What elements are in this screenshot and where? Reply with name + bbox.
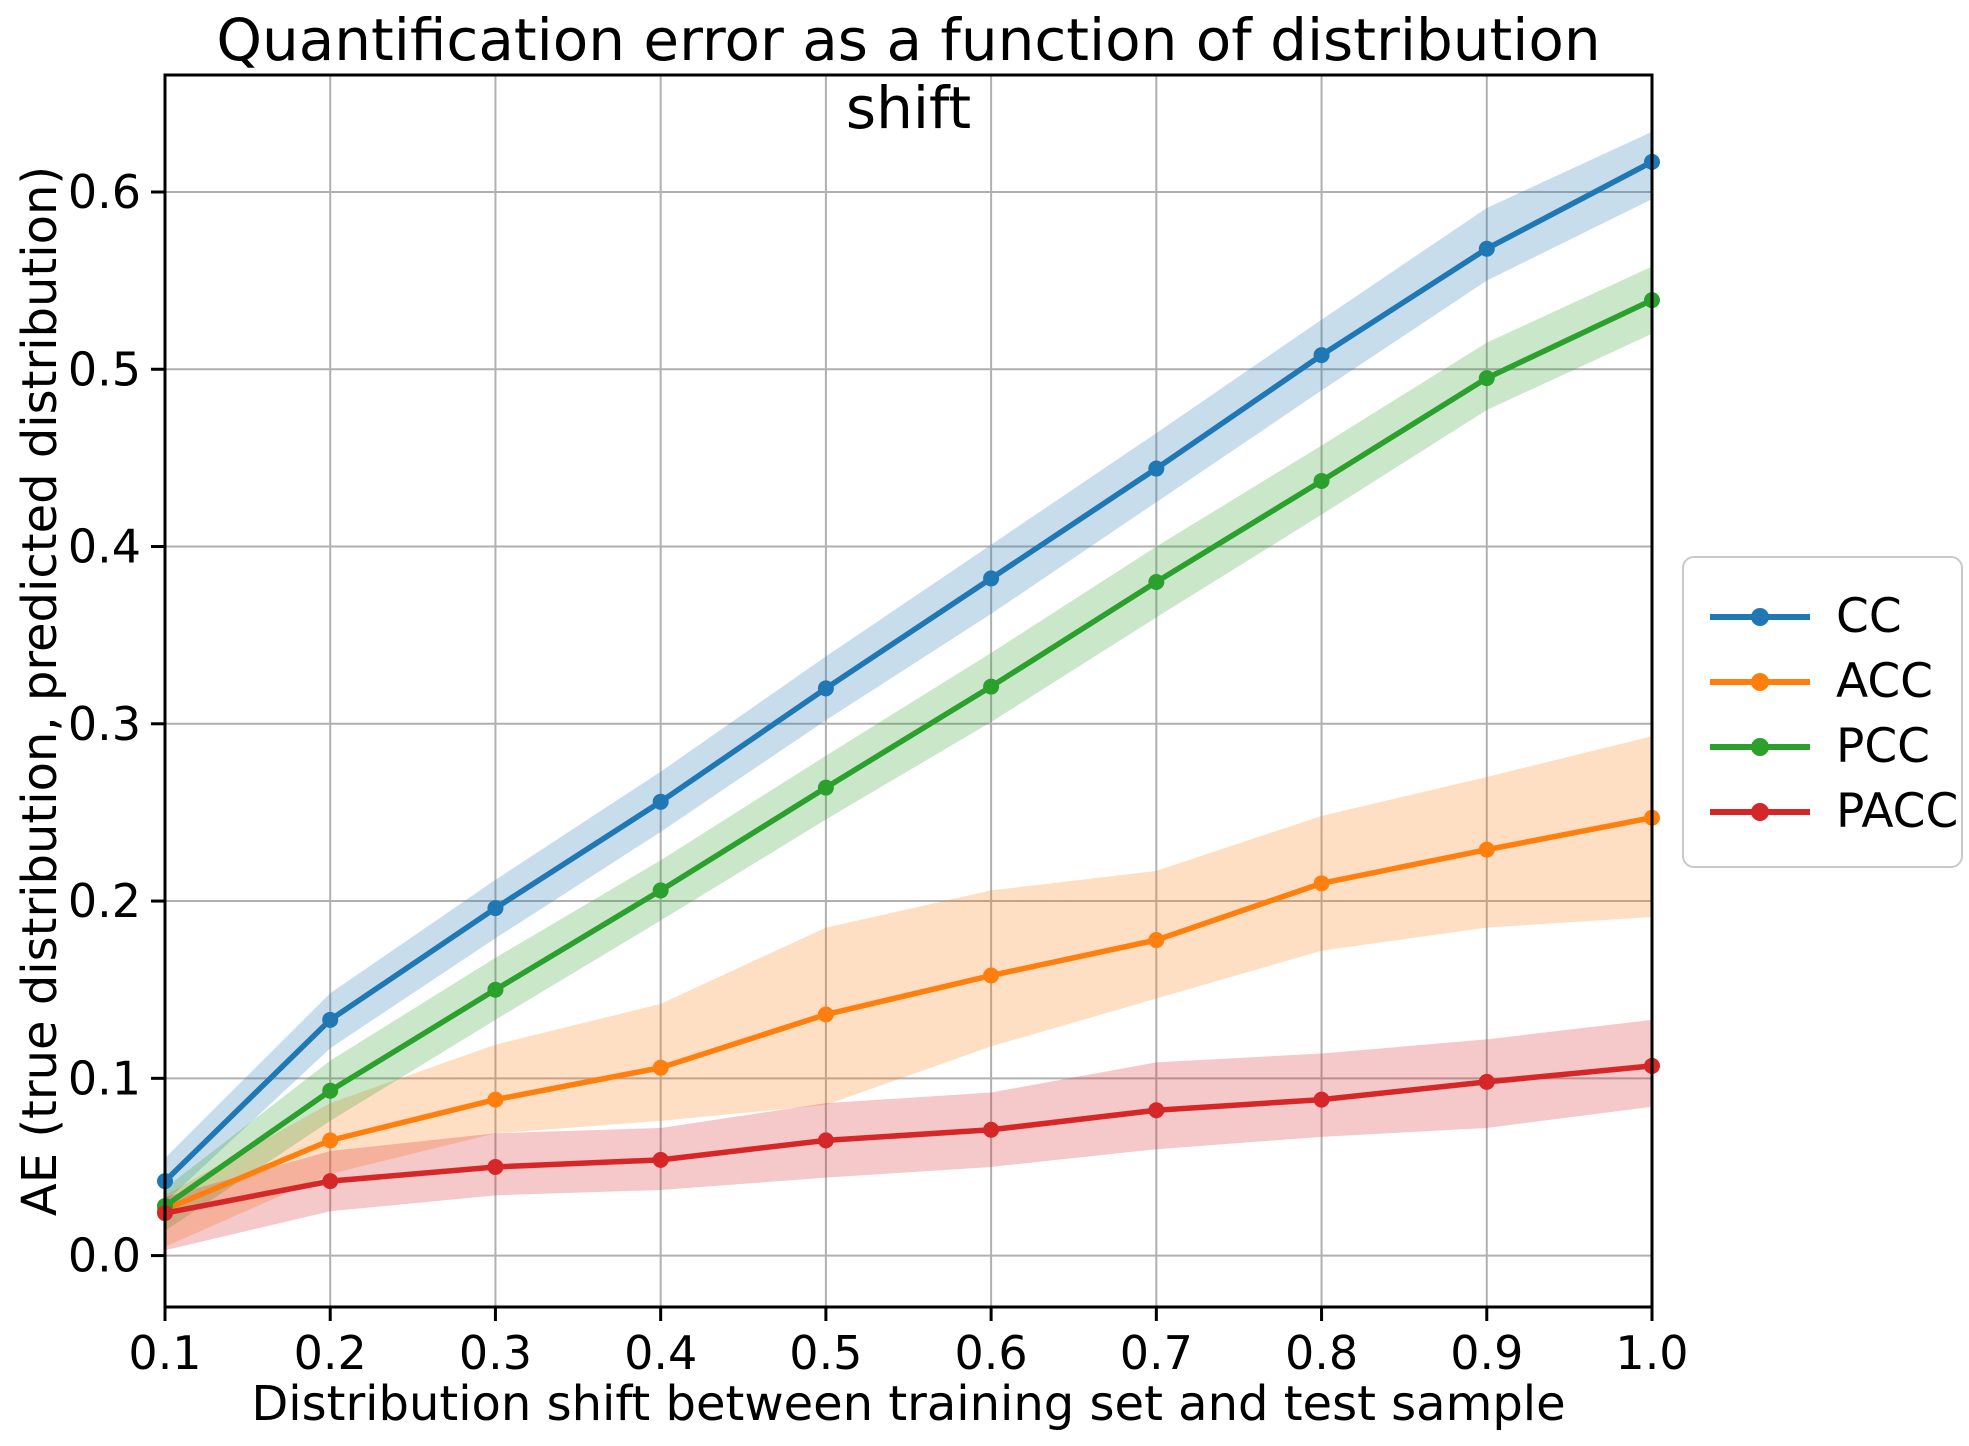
data-point-acc	[322, 1132, 339, 1149]
axes-spines	[163, 73, 1654, 1309]
x-tick-label: 0.4	[624, 1326, 697, 1380]
data-point-acc	[1313, 875, 1330, 892]
x-tick-label: 0.5	[789, 1326, 862, 1380]
y-axis-label: AE (true distribution, predicted distrib…	[12, 165, 68, 1217]
x-tick-label: 0.6	[955, 1326, 1028, 1380]
data-point-pcc	[487, 981, 504, 998]
x-tick-label: 0.3	[459, 1326, 532, 1380]
data-point-acc	[652, 1059, 669, 1076]
confidence-band-cc	[165, 131, 1652, 1203]
data-point-pacc	[652, 1151, 669, 1168]
legend-item-acc: ACC	[1706, 649, 1951, 714]
data-point-pacc	[1313, 1091, 1330, 1108]
x-axis-label: Distribution shift between training set …	[251, 1376, 1566, 1432]
data-point-pcc	[1148, 573, 1165, 590]
y-tick-label: 0.1	[68, 1051, 141, 1105]
data-point-acc	[983, 967, 1000, 984]
plot-border	[163, 73, 1654, 1309]
series-lines	[157, 153, 1660, 1222]
data-point-pacc	[983, 1121, 1000, 1138]
x-tick-label: 0.8	[1285, 1326, 1358, 1380]
series-line-pcc	[163, 297, 1654, 1209]
x-tick-label: 0.9	[1450, 1326, 1523, 1380]
data-point-cc	[817, 680, 834, 697]
data-point-acc	[1148, 932, 1165, 949]
data-point-cc	[983, 570, 1000, 587]
confidence-band-acc	[165, 736, 1652, 1247]
data-point-pacc	[322, 1173, 339, 1190]
legend-line-sample	[1710, 672, 1810, 691]
series-line-pacc	[164, 1063, 1653, 1216]
confidence-bands	[165, 131, 1652, 1251]
data-point-cc	[1148, 460, 1165, 477]
data-point-cc	[652, 793, 669, 810]
series-line-acc	[163, 815, 1653, 1213]
legend-line-sample	[1710, 737, 1810, 756]
data-point-pacc	[487, 1158, 504, 1175]
data-point-pcc	[1313, 472, 1330, 489]
data-point-cc	[1313, 347, 1330, 364]
legend-label: PACC	[1836, 784, 1959, 839]
data-point-pcc	[817, 779, 834, 796]
axis-tick-labels: 0.1 0.2 0.3 0.4 0.5 0.6 0.7 0.8 0.9 1.0 0.0 0.1 0.2 0…	[68, 165, 1689, 1380]
y-tick-label: 0.5	[68, 342, 141, 396]
data-point-pcc	[652, 882, 669, 899]
data-point-cc	[487, 900, 504, 917]
y-tick-label: 0.0	[68, 1229, 141, 1283]
data-point-pcc	[322, 1082, 339, 1099]
legend-label: ACC	[1836, 654, 1933, 709]
data-point-pcc	[983, 678, 1000, 695]
data-point-acc	[487, 1091, 504, 1108]
legend-label: CC	[1836, 589, 1902, 644]
axis-ticks	[151, 190, 1654, 1321]
legend-line-sample	[1710, 607, 1810, 626]
x-tick-label: 0.1	[128, 1326, 201, 1380]
y-tick-label: 0.4	[68, 520, 141, 574]
y-tick-label: 0.6	[68, 165, 141, 219]
data-point-acc	[1478, 841, 1495, 858]
x-tick-label: 0.2	[294, 1326, 367, 1380]
data-point-pacc	[817, 1132, 834, 1149]
data-point-pacc	[1478, 1073, 1495, 1090]
y-tick-label: 0.2	[68, 874, 141, 928]
chart-title: Quantification error as a function of di…	[216, 6, 1601, 142]
data-point-pacc	[1148, 1102, 1165, 1119]
legend-label: PCC	[1836, 719, 1930, 774]
legend-item-pcc: PCC	[1706, 714, 1951, 779]
legend-line-sample	[1710, 802, 1810, 821]
data-point-pcc	[1478, 370, 1495, 387]
legend-item-cc: CC	[1706, 584, 1951, 649]
data-point-cc	[322, 1011, 339, 1028]
legend-item-pacc: PACC	[1706, 779, 1958, 844]
data-point-acc	[817, 1006, 834, 1023]
x-tick-label: 1.0	[1615, 1326, 1688, 1380]
legend: CC ACC PCC PACC	[1682, 556, 1963, 868]
x-tick-label: 0.7	[1120, 1326, 1193, 1380]
y-tick-label: 0.3	[68, 697, 141, 751]
data-point-cc	[1478, 240, 1495, 257]
series-line-cc	[163, 159, 1654, 1184]
